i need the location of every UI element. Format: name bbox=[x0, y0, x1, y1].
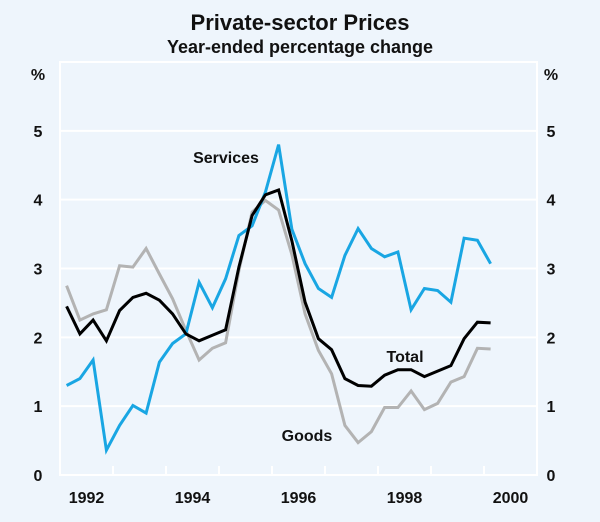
series-line-services bbox=[65, 144, 492, 455]
series-label-goods: Goods bbox=[282, 428, 333, 445]
y-tick-label-left: 1 bbox=[34, 399, 43, 416]
y-tick-label-right: 1 bbox=[547, 399, 556, 416]
gridlines bbox=[59, 61, 538, 476]
y-tick-label-right: 4 bbox=[547, 193, 556, 210]
series-line-goods bbox=[65, 198, 491, 445]
y-tick-label-left: 4 bbox=[34, 193, 43, 210]
y-tick-label-left: 3 bbox=[34, 262, 43, 279]
y-tick-label-left: 0 bbox=[34, 468, 43, 485]
y-tick-label-right: 5 bbox=[547, 124, 556, 141]
y-tick-labels: 0 0 1 1 2 2 3 3 4 4 5 5 bbox=[34, 124, 556, 485]
y-tick-label-right: 0 bbox=[547, 468, 556, 485]
series-label-total: Total bbox=[386, 349, 423, 366]
y-axis-unit-left: % bbox=[31, 67, 45, 84]
x-tick-label: 2000 bbox=[493, 490, 529, 507]
y-axis-unit-right: % bbox=[544, 67, 558, 84]
series-lines bbox=[65, 144, 492, 455]
x-tick-labels: 1992 1994 1996 1998 2000 bbox=[69, 490, 529, 507]
y-tick-label-left: 5 bbox=[34, 124, 43, 141]
x-tick-label: 1998 bbox=[387, 490, 423, 507]
y-tick-label-right: 3 bbox=[547, 262, 556, 279]
y-tick-label-left: 2 bbox=[34, 330, 43, 347]
x-tick-label: 1996 bbox=[281, 490, 317, 507]
series-label-services: Services bbox=[193, 150, 259, 167]
series-line-total bbox=[65, 188, 491, 388]
chart-title: Private-sector Prices bbox=[191, 10, 410, 35]
y-tick-label-right: 2 bbox=[547, 330, 556, 347]
chart-subtitle: Year-ended percentage change bbox=[167, 37, 433, 57]
x-tick-label: 1994 bbox=[175, 490, 211, 507]
x-tick-label: 1992 bbox=[69, 490, 105, 507]
